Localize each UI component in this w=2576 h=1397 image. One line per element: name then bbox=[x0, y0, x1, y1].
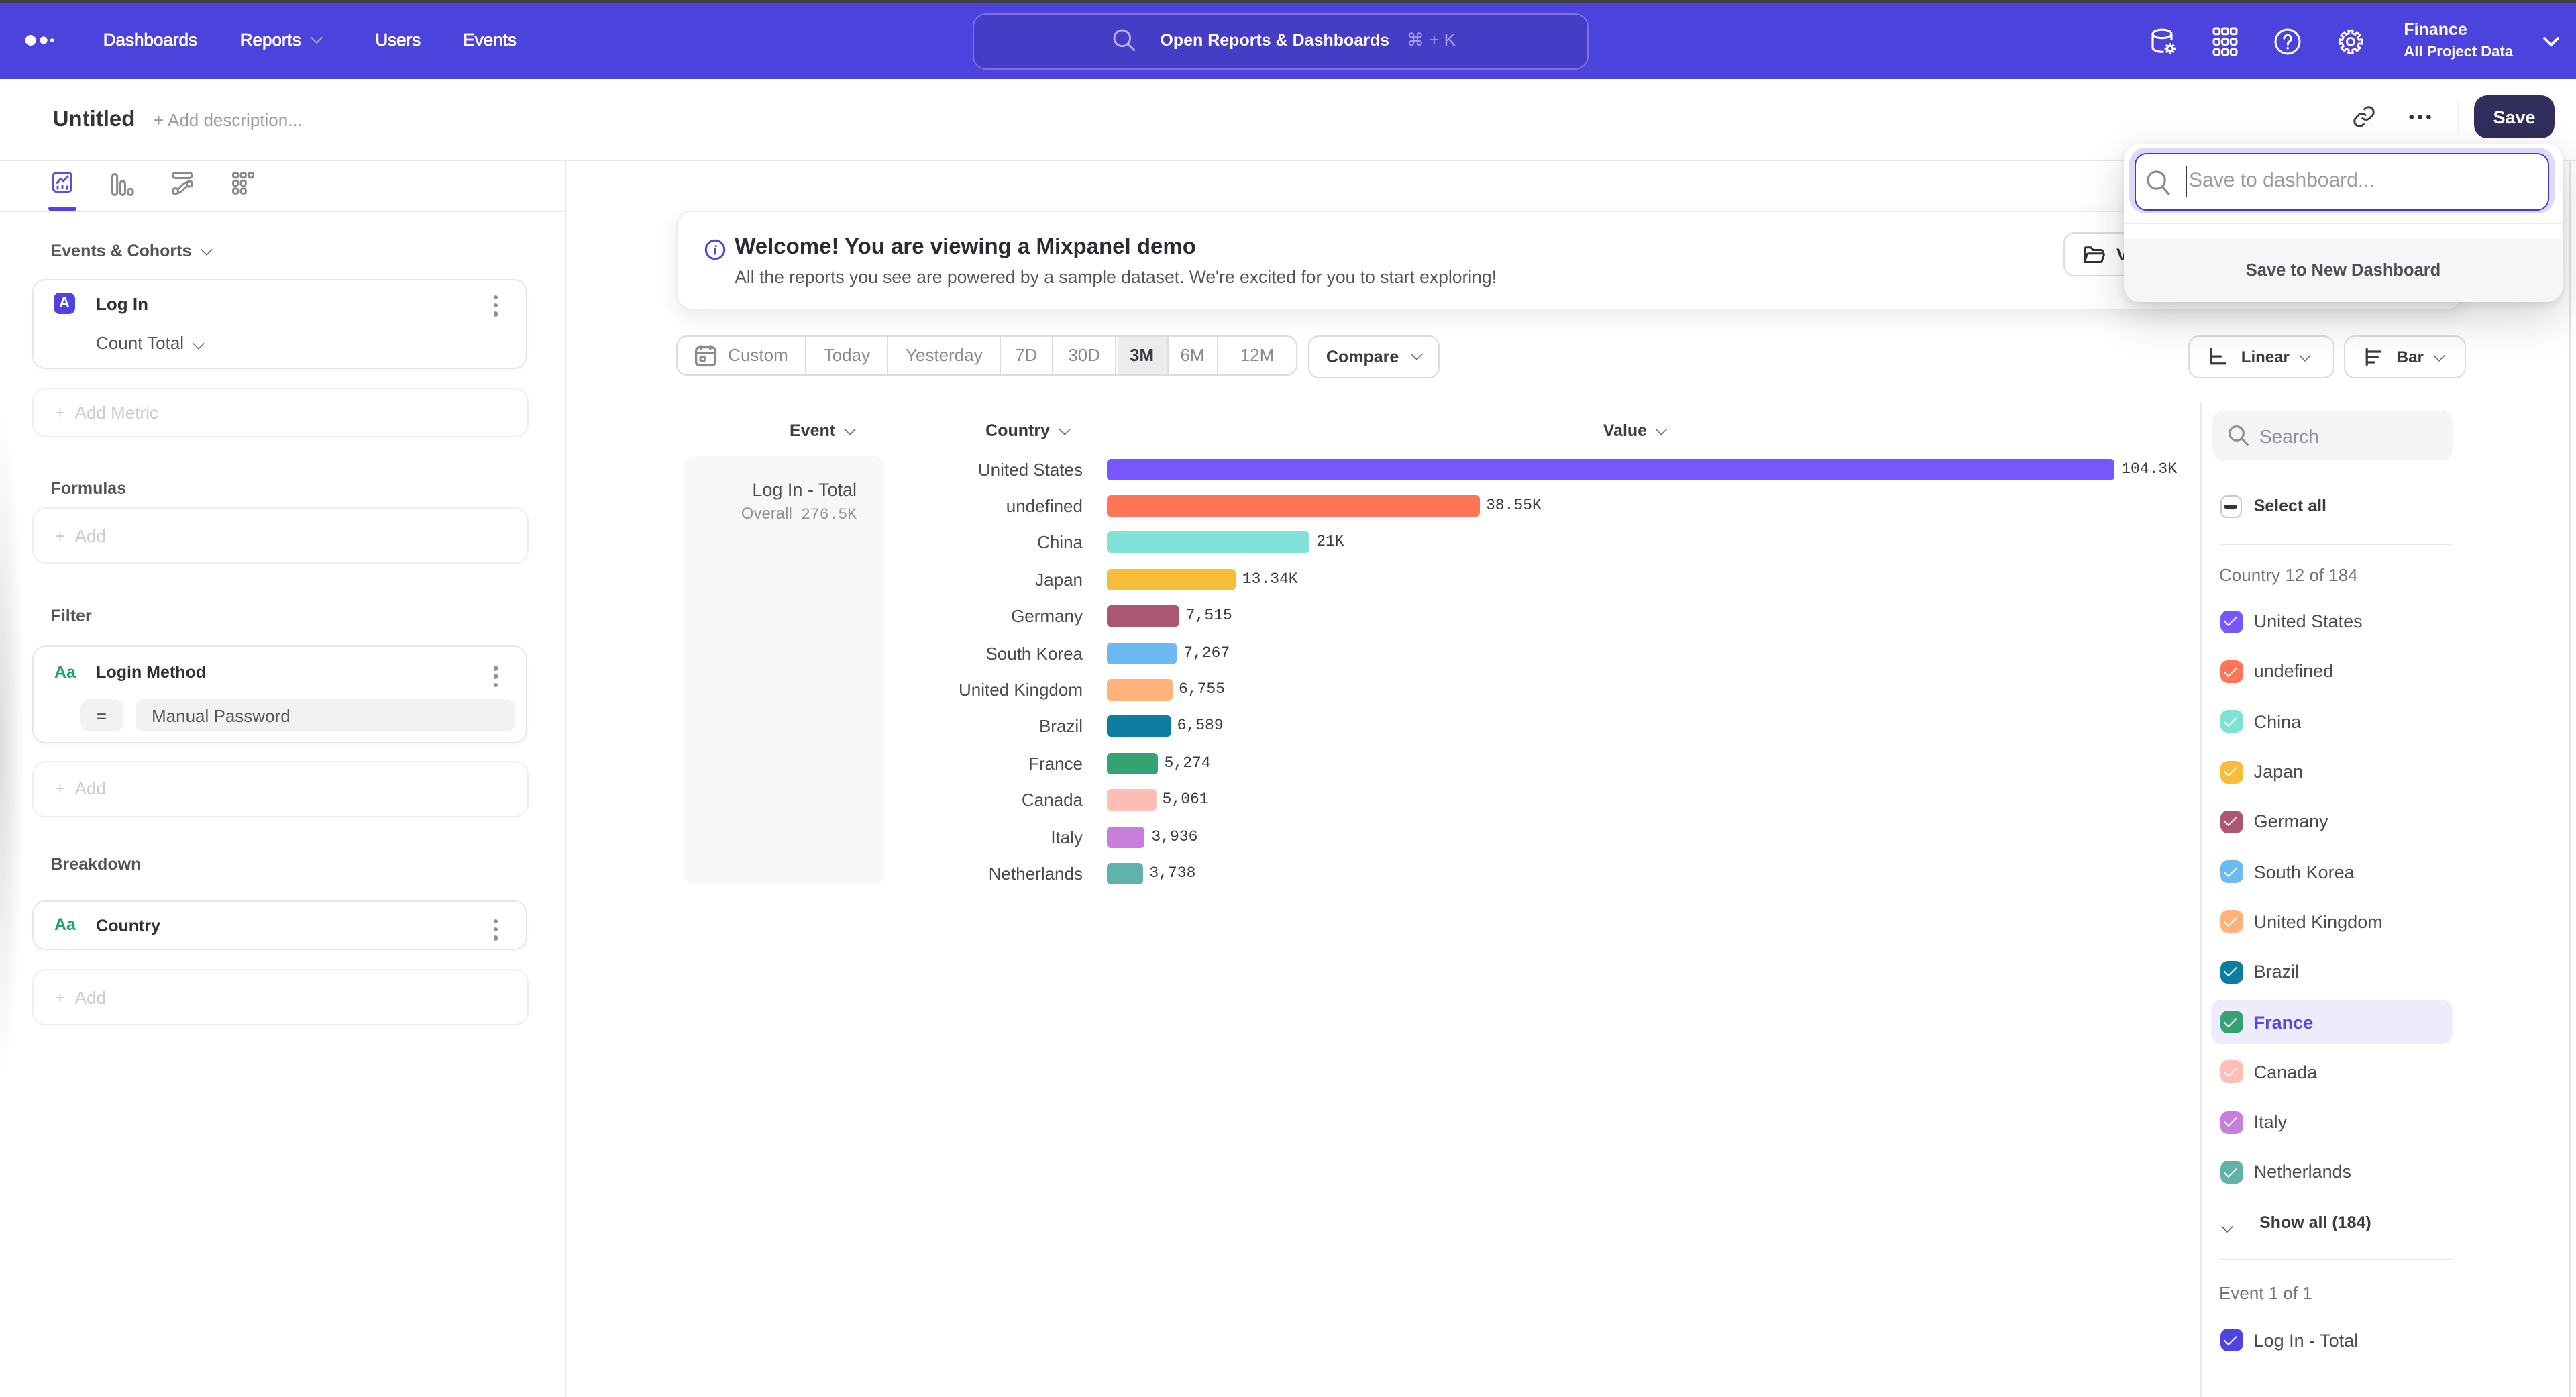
svg-text:i: i bbox=[712, 244, 716, 258]
